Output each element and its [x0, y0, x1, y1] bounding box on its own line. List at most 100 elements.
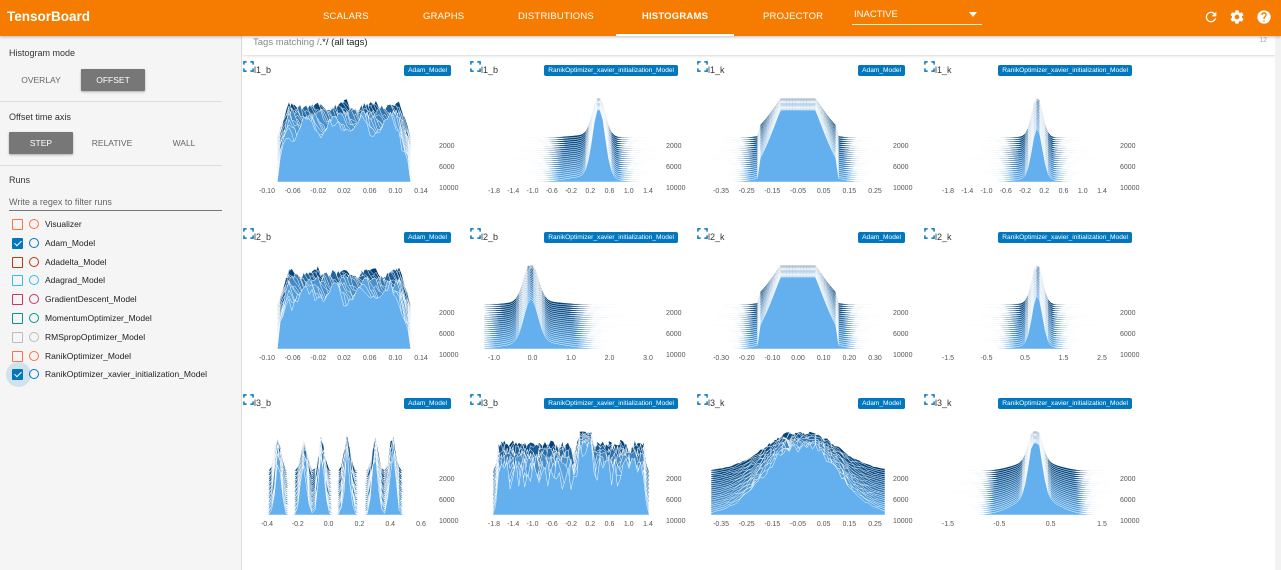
wall-button[interactable]: WALL	[172, 138, 196, 148]
histogram-plot[interactable]: 2000 6000 10000 -1.8 -1.4 -1.0 -0.6 -0.2 0.2 0.6 1…	[470, 394, 692, 536]
x-tick-label: -1.8	[488, 188, 500, 195]
overlay-button[interactable]: OVERLAY	[21, 75, 61, 85]
fullscreen-icon[interactable]	[243, 228, 254, 239]
histogram-slice	[938, 99, 1112, 143]
x-tick-label: 0.10	[389, 188, 403, 195]
histogram-run-badge: Adam_Model	[404, 232, 451, 243]
fullscreen-icon[interactable]	[697, 228, 708, 239]
x-tick-label: -0.4	[261, 521, 273, 528]
run-item[interactable]: MomentumOptimizer_Model	[0, 309, 240, 328]
histogram-slice	[938, 283, 1112, 337]
fullscreen-icon[interactable]	[243, 61, 254, 72]
fullscreen-icon[interactable]	[470, 61, 481, 72]
tab-scalars[interactable]: SCALARS	[323, 11, 369, 22]
histogram-card: l3_k RanikOptimizer_xavier_initialization…	[924, 394, 1146, 554]
histogram-slice	[938, 285, 1112, 339]
histogram-slice	[938, 289, 1112, 343]
y-tick-label: 10000	[1120, 185, 1140, 192]
y-tick-label: 10000	[1120, 352, 1140, 359]
histogram-plot[interactable]: 2000 6000 10000 -0.4 -0.2 0.0 0.2 0.4 0.6	[243, 394, 465, 536]
refresh-icon[interactable]	[1203, 9, 1219, 25]
y-tick-label: 10000	[666, 352, 686, 359]
run-item[interactable]: RMSpropOptimizer_Model	[0, 328, 240, 347]
tag-filter-regex: .*	[319, 37, 326, 48]
histogram-plot[interactable]: 2000 6000 10000 -1.8 -1.4 -1.0 -0.6 -0.2 0.2 0.6 1…	[924, 61, 1146, 203]
histogram-slice	[484, 102, 659, 153]
run-item[interactable]: RanikOptimizer_xavier_initialization_Mod…	[0, 362, 240, 388]
histogram-plot[interactable]: 2000 6000 10000 -1.5 -0.5 0.5 1.5	[924, 394, 1146, 536]
settings-icon[interactable]	[1229, 9, 1245, 25]
x-tick-label: -1.0	[526, 188, 538, 195]
step-button[interactable]: STEP	[9, 132, 73, 154]
y-tick-label: 6000	[893, 164, 909, 171]
help-icon[interactable]	[1256, 9, 1272, 25]
fullscreen-icon[interactable]	[924, 228, 935, 239]
x-tick-label: -0.35	[713, 521, 729, 528]
fullscreen-icon[interactable]	[243, 394, 254, 405]
offset-button[interactable]: OFFSET	[81, 69, 145, 91]
histogram-slice	[938, 442, 1112, 516]
run-checkbox[interactable]	[12, 275, 23, 287]
relative-button[interactable]: RELATIVE	[91, 138, 133, 148]
histogram-plot[interactable]: 2000 6000 10000 -1.5 -0.5 0.5 1.5 2.5	[924, 228, 1146, 370]
x-tick-label: 0.2	[1039, 188, 1049, 195]
y-tick-label: 2000	[893, 476, 909, 483]
run-checkbox[interactable]	[12, 294, 23, 306]
run-item[interactable]: GradientDescent_Model	[0, 290, 240, 309]
x-tick-label: 1.4	[1097, 188, 1107, 195]
chevron-down-icon	[969, 12, 977, 17]
fullscreen-icon[interactable]	[924, 61, 935, 72]
x-tick-label: 0.5	[1020, 355, 1030, 362]
run-item[interactable]: Adagrad_Model	[0, 271, 240, 290]
run-checkbox[interactable]	[12, 237, 23, 249]
y-tick-label: 2000	[893, 310, 909, 317]
tab-histograms[interactable]: HISTOGRAMS	[616, 0, 734, 36]
fullscreen-icon[interactable]	[697, 394, 708, 405]
tab-graphs[interactable]: GRAPHS	[423, 11, 465, 22]
run-item[interactable]: RanikOptimizer_Model	[0, 347, 240, 366]
run-checkbox[interactable]	[12, 369, 23, 381]
run-name: MomentumOptimizer_Model	[45, 313, 152, 323]
x-tick-label: 0.30	[868, 355, 882, 362]
run-filter-input[interactable]	[9, 194, 222, 211]
run-item[interactable]: Visualizer	[0, 215, 240, 234]
y-tick-label: 2000	[1120, 476, 1136, 483]
run-checkbox[interactable]	[12, 256, 23, 268]
status-dropdown[interactable]: INACTIVE	[852, 7, 982, 25]
fullscreen-icon[interactable]	[470, 394, 481, 405]
run-checkbox[interactable]	[12, 313, 23, 324]
histogram-slice	[938, 107, 1112, 158]
run-checkbox[interactable]	[12, 219, 23, 230]
histogram-card: l1_b RanikOptimizer_xavier_initialization…	[470, 61, 692, 221]
histogram-slice	[484, 105, 658, 168]
histogram-card: l3_b RanikOptimizer_xavier_initialization…	[470, 394, 692, 554]
histogram-slice	[938, 103, 1112, 151]
histogram-slice	[938, 122, 1112, 176]
histogram-plot[interactable]: 2000 6000 10000 -0.35 -0.25 -0.15 -0.05 0.05 0.1…	[697, 394, 919, 536]
fullscreen-icon[interactable]	[470, 228, 481, 239]
x-tick-label: -0.25	[739, 188, 755, 195]
histogram-plot[interactable]: 2000 6000 10000 -0.10 -0.06 -0.02 0.02 0.06 0.10…	[243, 61, 465, 203]
histogram-slice	[938, 275, 1112, 327]
y-tick-label: 6000	[439, 331, 455, 338]
run-item[interactable]: Adadelta_Model	[0, 253, 240, 272]
histogram-plot[interactable]: 2000 6000 10000 -1.8 -1.4 -1.0 -0.6 -0.2 0.2 0.6 1…	[470, 61, 692, 203]
y-tick-label: 6000	[439, 164, 455, 171]
histogram-plot[interactable]: 2000 6000 10000 -0.35 -0.25 -0.15 -0.05 0.05 0.1…	[697, 61, 919, 203]
histogram-plot[interactable]: 2000 6000 10000 -1.0 0.0 1.0 2.0 3.0	[470, 228, 692, 370]
histogram-plot[interactable]: 2000 6000 10000 -0.30 -0.20 -0.10 0.00 0.10 0.20…	[697, 228, 919, 370]
run-color-swatch	[29, 256, 39, 267]
run-checkbox[interactable]	[12, 331, 23, 343]
fullscreen-icon[interactable]	[697, 61, 708, 72]
scrollbar[interactable]	[1275, 36, 1281, 570]
tab-projector[interactable]: PROJECTOR	[763, 11, 824, 22]
tab-distributions[interactable]: DISTRIBUTIONS	[518, 11, 594, 22]
fullscreen-icon[interactable]	[924, 394, 935, 405]
histogram-card: l1_k RanikOptimizer_xavier_initialization…	[924, 61, 1146, 221]
run-checkbox[interactable]	[12, 350, 23, 362]
histogram-plot[interactable]: 2000 6000 10000 -0.10 -0.06 -0.02 0.02 0.06 0.10…	[243, 228, 465, 370]
tag-filter-bar[interactable]: Tags matching /.*/ (all tags) 12	[243, 36, 1275, 56]
histogram-tag: l3_b	[254, 398, 272, 408]
tag-filter-prefix: Tags matching /	[253, 37, 320, 48]
run-item[interactable]: Adam_Model	[0, 234, 240, 253]
